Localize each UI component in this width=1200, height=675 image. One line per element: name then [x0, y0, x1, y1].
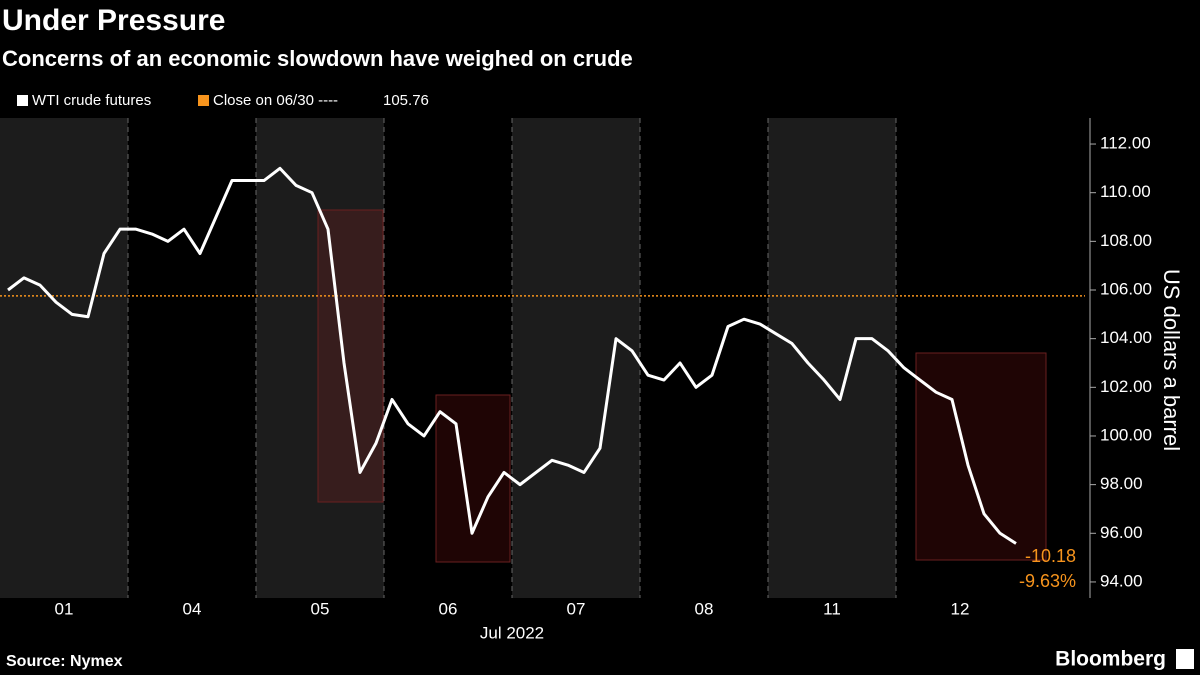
y-tick-label: 110.00 — [1100, 182, 1151, 201]
brand: Bloomberg — [1055, 648, 1166, 671]
y-tick-label: 104.00 — [1100, 328, 1152, 347]
highlight-box — [317, 209, 384, 503]
y-tick-label: 112.00 — [1100, 134, 1151, 153]
legend-swatch — [198, 95, 209, 106]
day-band — [768, 118, 896, 598]
annotation: -9.63% — [1019, 571, 1076, 591]
x-tick-label: 01 — [55, 599, 74, 618]
y-axis-title: US dollars a barrel — [1159, 269, 1184, 451]
y-tick-label: 94.00 — [1100, 571, 1143, 590]
highlight-box — [915, 352, 1047, 561]
day-band — [0, 118, 128, 598]
annotation: -10.18 — [1025, 546, 1076, 566]
legend-swatch — [17, 95, 28, 106]
x-tick-label: 05 — [311, 599, 330, 618]
x-tick-label: 06 — [439, 599, 458, 618]
source: Source: Nymex — [6, 653, 123, 670]
y-tick-label: 108.00 — [1100, 231, 1152, 250]
chart-title: Under Pressure — [2, 4, 225, 37]
price-line — [7, 166, 1017, 545]
x-tick-label: 12 — [951, 599, 970, 618]
x-tick-label: 04 — [183, 599, 202, 618]
y-tick-label: 96.00 — [1100, 523, 1143, 542]
x-axis-title: Jul 2022 — [480, 623, 544, 642]
y-tick-label: 98.00 — [1100, 474, 1143, 493]
chart-subtitle: Concerns of an economic slowdown have we… — [2, 46, 633, 71]
legend-label: Close on 06/30 ---- — [213, 92, 338, 109]
brand-icon — [1176, 649, 1194, 669]
day-band — [256, 118, 384, 598]
y-tick-label: 106.00 — [1100, 279, 1152, 298]
legend-label: WTI crude futures — [32, 92, 151, 109]
x-tick-label: 11 — [823, 599, 841, 618]
x-tick-label: 08 — [695, 599, 714, 618]
legend-value: 105.76 — [383, 92, 429, 109]
y-tick-label: 102.00 — [1100, 377, 1152, 396]
day-band — [512, 118, 640, 598]
x-tick-label: 07 — [567, 599, 586, 618]
y-tick-label: 100.00 — [1100, 425, 1152, 444]
